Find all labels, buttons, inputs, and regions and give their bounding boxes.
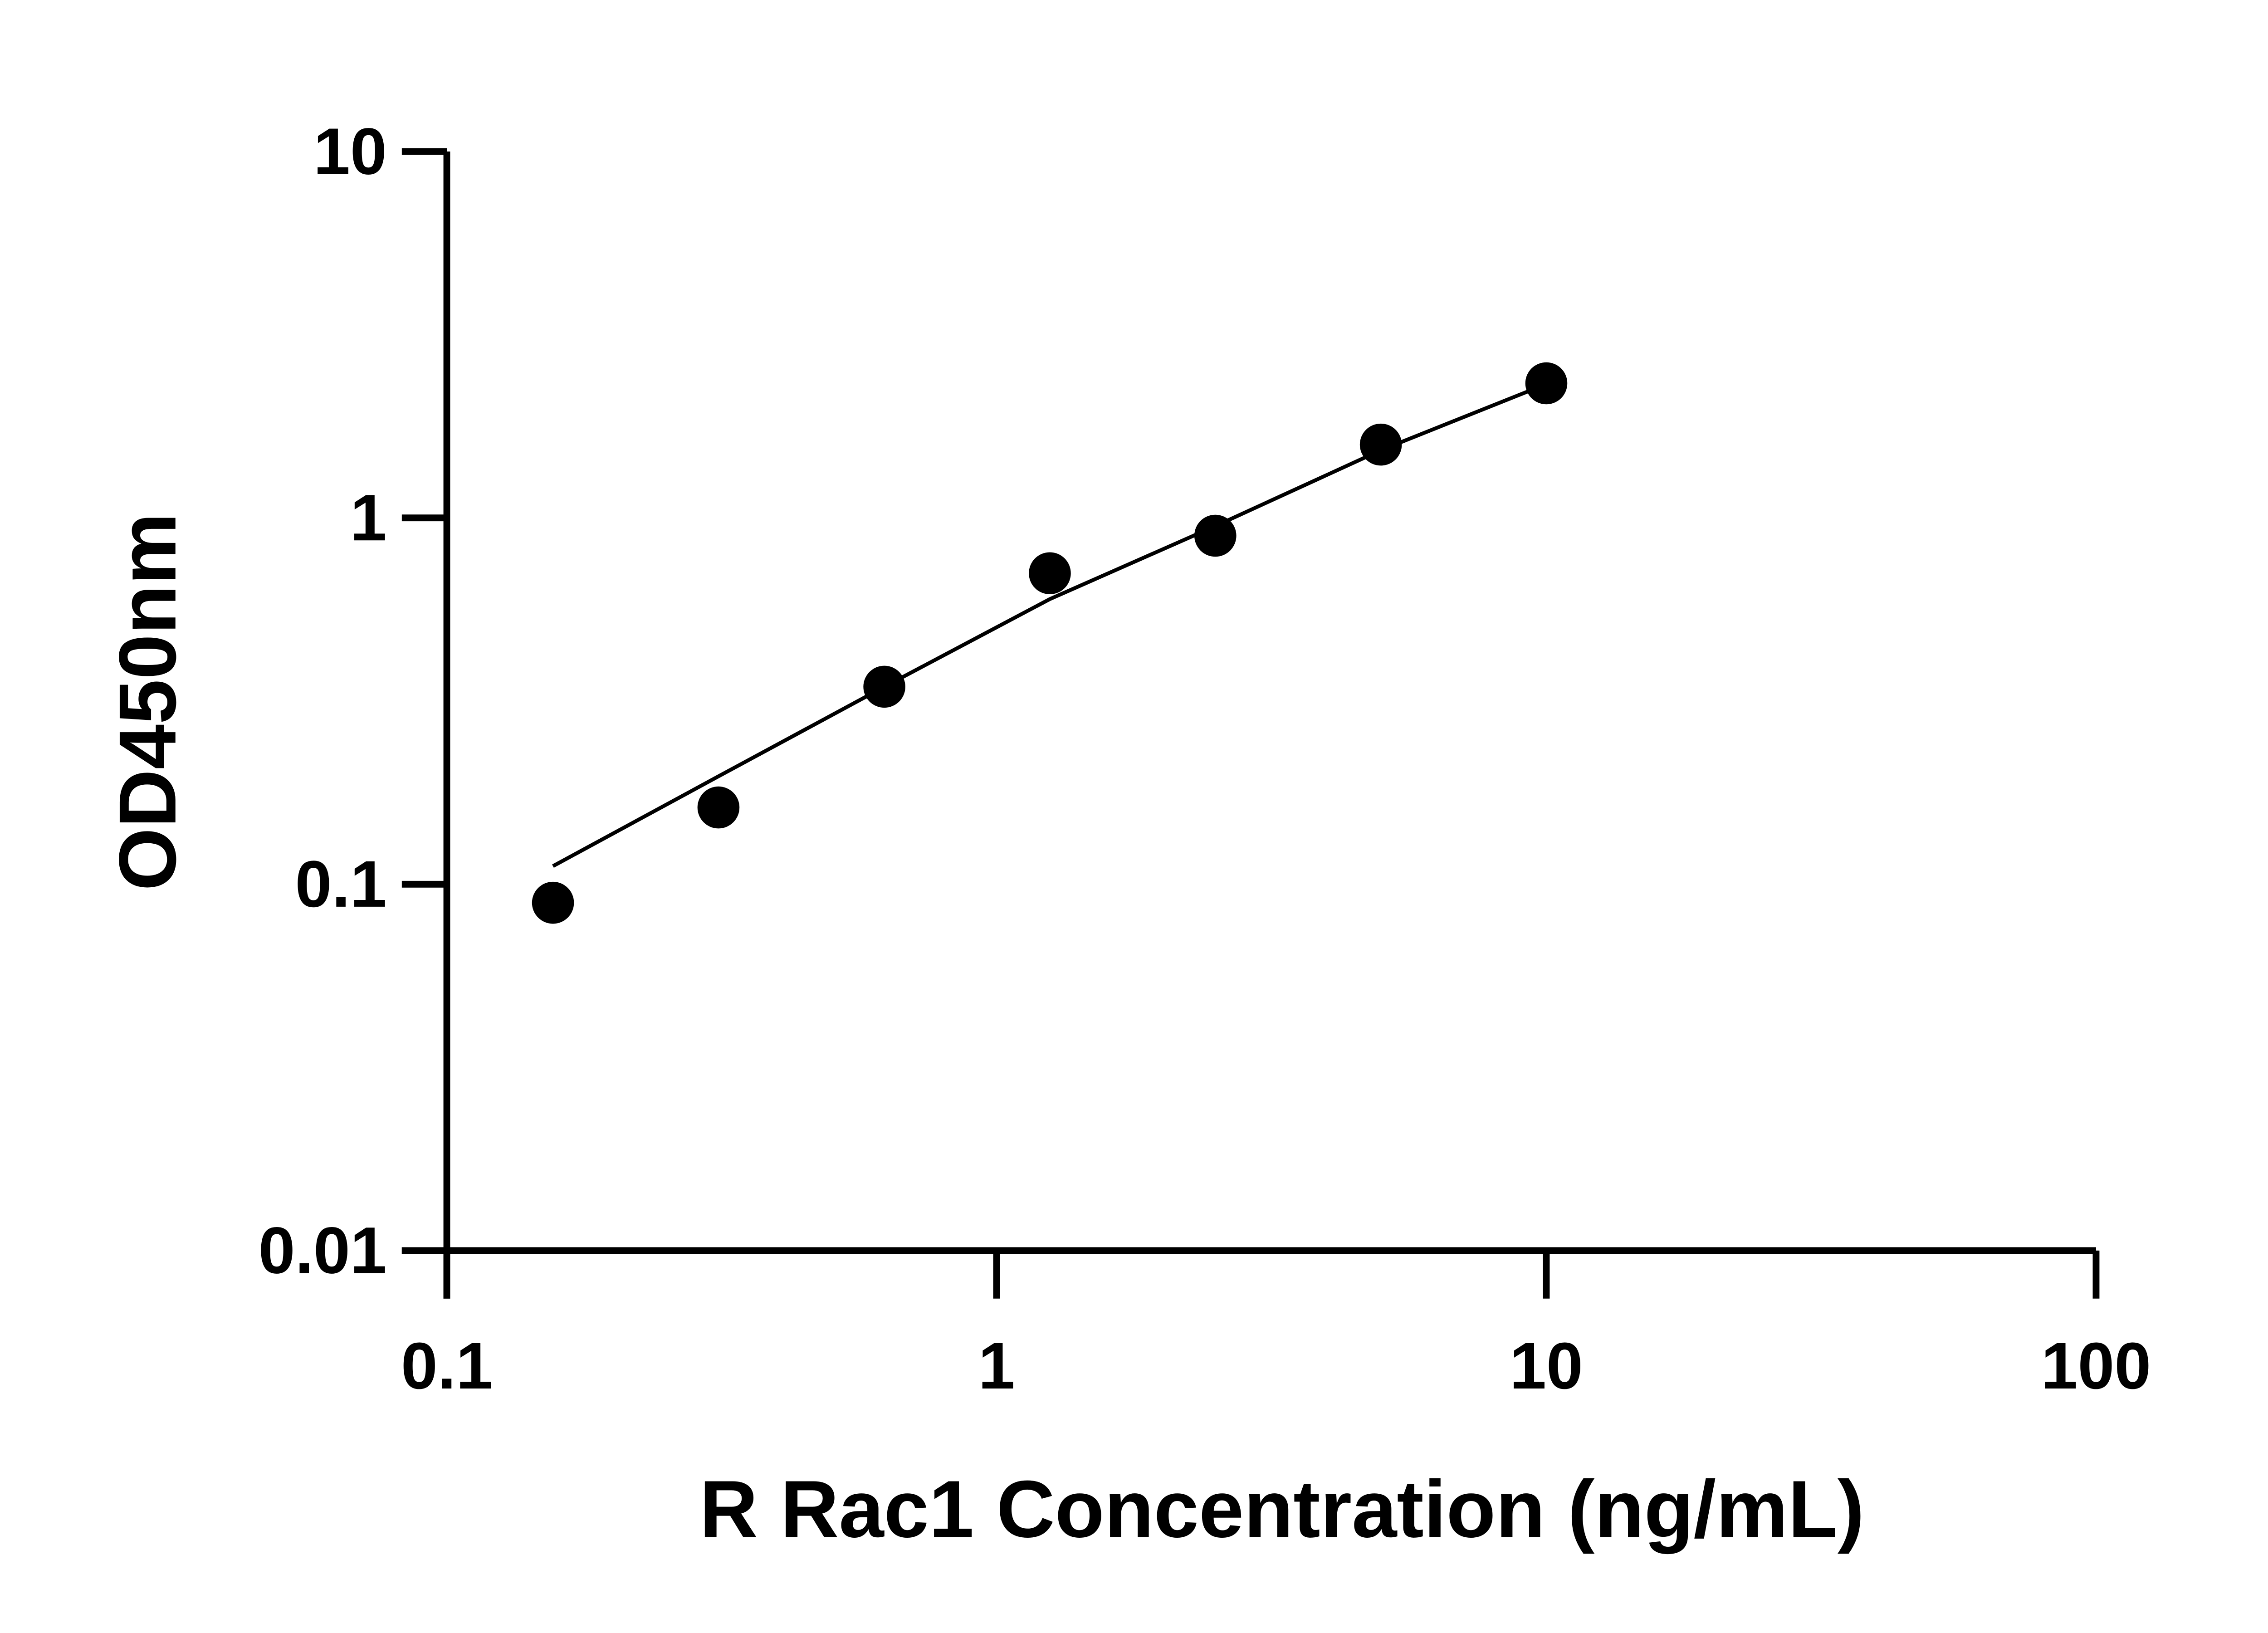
data-point bbox=[1194, 514, 1237, 557]
data-point bbox=[532, 881, 574, 924]
data-point bbox=[1029, 552, 1071, 595]
data-point bbox=[1359, 423, 1402, 466]
data-point bbox=[1525, 362, 1568, 405]
data-point bbox=[863, 665, 905, 708]
x-tick-label: 1 bbox=[978, 1329, 1015, 1403]
y-tick-label: 10 bbox=[313, 114, 387, 188]
data-point bbox=[697, 786, 740, 829]
x-tick-label: 100 bbox=[2041, 1329, 2151, 1403]
x-axis-title: R Rac1 Concentration (ng/mL) bbox=[699, 1463, 1864, 1554]
y-tick-label: 0.01 bbox=[259, 1213, 387, 1287]
y-axis-title: OD450nm bbox=[102, 513, 193, 891]
y-tick-label: 0.1 bbox=[295, 847, 387, 921]
marks bbox=[532, 362, 1568, 924]
y-tick-label: 1 bbox=[350, 480, 387, 554]
x-tick-label: 10 bbox=[1510, 1329, 1583, 1403]
x-tick-label: 0.1 bbox=[401, 1329, 493, 1403]
